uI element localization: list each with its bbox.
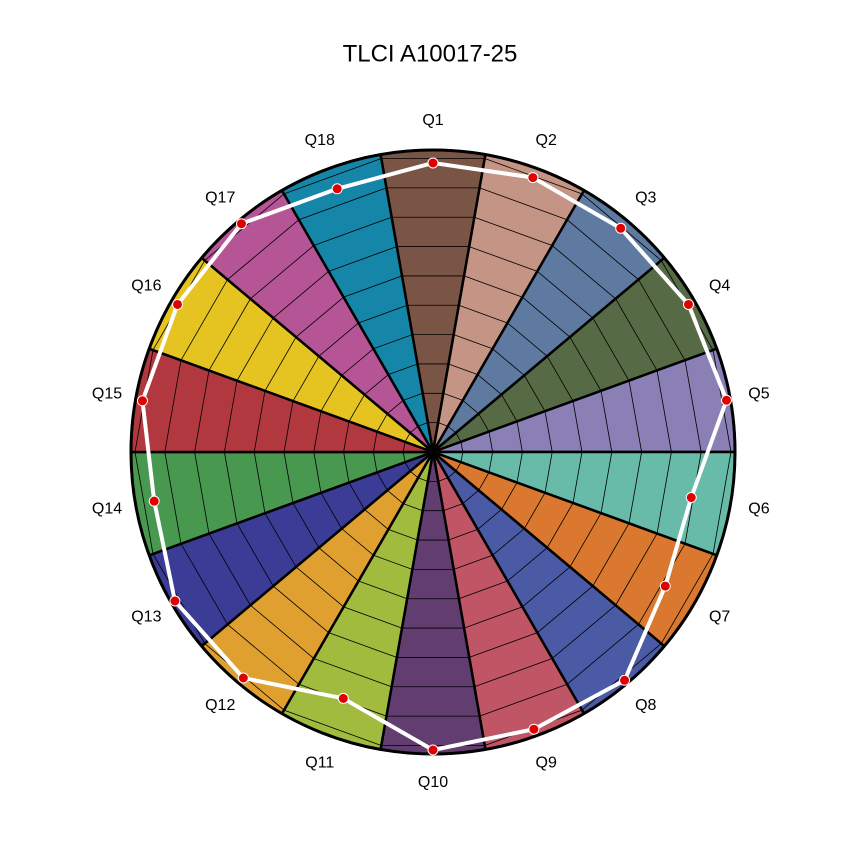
- grid-ring: [343, 363, 523, 541]
- grid-ring: [224, 246, 642, 658]
- grid-ring: [313, 334, 553, 570]
- data-point: [685, 492, 697, 504]
- chart-title: TLCI A10017-25: [343, 40, 518, 67]
- category-label: Q9: [536, 754, 557, 771]
- grid-ring: [373, 392, 493, 512]
- data-point: [427, 744, 439, 756]
- data-point: [682, 298, 694, 310]
- category-label: Q18: [305, 132, 335, 149]
- data-point: [528, 723, 540, 735]
- category-label: Q6: [748, 501, 769, 518]
- data-point: [720, 394, 732, 406]
- category-label: Q13: [131, 609, 161, 626]
- grid-ring: [283, 304, 583, 600]
- data-point: [172, 298, 184, 310]
- category-label: Q16: [131, 278, 161, 295]
- category-label: Q7: [709, 609, 730, 626]
- grid-ring: [253, 275, 613, 629]
- data-point: [136, 395, 148, 407]
- data-point: [337, 692, 349, 704]
- data-point: [169, 595, 181, 607]
- grid-ring: [402, 422, 464, 482]
- category-label: Q11: [305, 754, 334, 771]
- category-label: Q5: [748, 386, 769, 403]
- data-point: [331, 183, 343, 195]
- category-label: Q2: [536, 132, 557, 149]
- category-label: Q12: [205, 697, 235, 714]
- category-label: Q3: [635, 190, 656, 207]
- category-label: Q17: [205, 190, 235, 207]
- category-label: Q4: [709, 278, 730, 295]
- category-label: Q14: [92, 501, 122, 518]
- data-point: [237, 672, 249, 684]
- data-point: [148, 495, 160, 507]
- category-label: Q1: [422, 112, 443, 129]
- data-point: [527, 172, 539, 184]
- grid-ring: [194, 216, 672, 688]
- category-label: Q15: [92, 386, 122, 403]
- data-point: [235, 218, 247, 230]
- data-point: [427, 157, 439, 169]
- data-point: [659, 580, 671, 592]
- data-point: [619, 674, 631, 686]
- data-point: [615, 222, 627, 234]
- category-label: Q10: [418, 774, 448, 791]
- category-label: Q8: [635, 697, 656, 714]
